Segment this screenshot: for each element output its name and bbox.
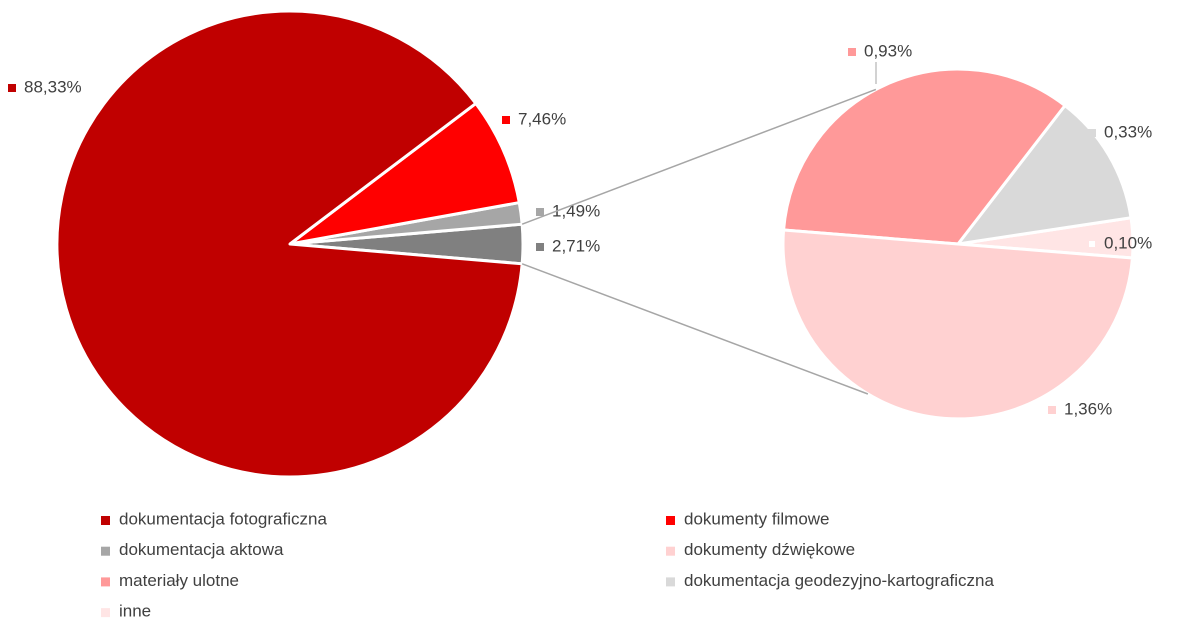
label-marker <box>1048 406 1056 414</box>
label-marker <box>536 208 544 216</box>
legend-label: materiały ulotne <box>119 571 239 590</box>
connector-line <box>521 88 877 225</box>
pie-slice <box>781 228 1134 421</box>
label-marker <box>502 116 510 124</box>
label-marker <box>1087 239 1097 249</box>
legend-marker <box>101 516 110 525</box>
legend-marker <box>101 546 110 556</box>
data-label: 0,10% <box>1104 233 1152 252</box>
legend-marker <box>101 608 110 618</box>
label-marker <box>8 84 16 92</box>
legend-label: inne <box>119 602 151 621</box>
pie-slice <box>288 101 521 246</box>
pie-slice <box>55 9 524 479</box>
data-label: 0,33% <box>1104 122 1152 141</box>
legend-label: dokumentacja fotograficzna <box>119 509 327 528</box>
legend-label: dokumentacja aktowa <box>119 540 284 559</box>
label-marker <box>848 48 856 56</box>
label-marker <box>1088 129 1096 137</box>
data-label: 88,33% <box>24 77 82 96</box>
pie-slice <box>956 104 1133 246</box>
legend-marker <box>666 516 675 525</box>
legend-marker <box>666 577 675 587</box>
legend-label: dokumenty dźwiękowe <box>684 540 855 559</box>
connector-line <box>521 263 869 395</box>
data-label: 0,93% <box>864 41 912 60</box>
pie-slice <box>782 67 1067 246</box>
data-label: 7,46% <box>518 109 566 128</box>
legend-marker <box>101 577 110 587</box>
legend-label: dokumentacja geodezyjno-kartograficzna <box>684 571 995 590</box>
legend-marker <box>666 546 675 556</box>
legend-label: dokumenty filmowe <box>684 509 830 528</box>
label-marker <box>536 243 544 251</box>
data-label: 2,71% <box>552 236 600 255</box>
data-label: 1,36% <box>1064 399 1112 418</box>
data-label: 1,49% <box>552 201 600 220</box>
